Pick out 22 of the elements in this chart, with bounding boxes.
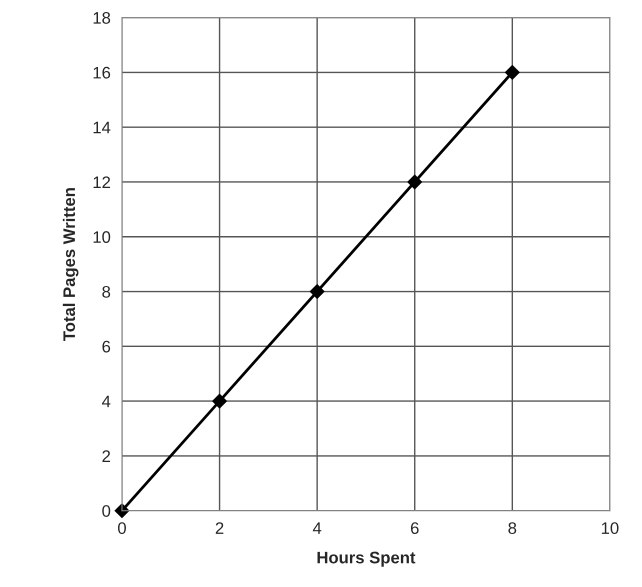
y-tick-label: 18 (94, 12, 110, 24)
x-axis-title: Hours Spent (318, 552, 416, 567)
y-tick-label: 14 (94, 122, 110, 134)
y-tick-label: 8 (102, 286, 110, 298)
x-tick-label: 0 (118, 522, 126, 534)
x-tick-label: 2 (216, 522, 224, 534)
y-tick-label: 6 (102, 340, 110, 353)
x-tick-label: 10 (602, 522, 619, 534)
x-tick-label: 6 (410, 522, 419, 534)
point (310, 284, 325, 299)
y-tick-label: 12 (94, 176, 110, 188)
y-tick-label: 4 (102, 396, 110, 408)
y-axis-title: Total Pages Written (62, 188, 78, 341)
x-tick-label: 4 (312, 522, 322, 534)
point (407, 174, 422, 190)
point (504, 65, 520, 80)
y-tick-label: 16 (94, 66, 110, 79)
x-tick-label: 8 (508, 522, 516, 534)
y-tick-label: 0 (102, 505, 110, 517)
y-tick-label: 2 (102, 450, 110, 462)
point (212, 394, 227, 409)
y-tick-label: 10 (94, 231, 110, 243)
